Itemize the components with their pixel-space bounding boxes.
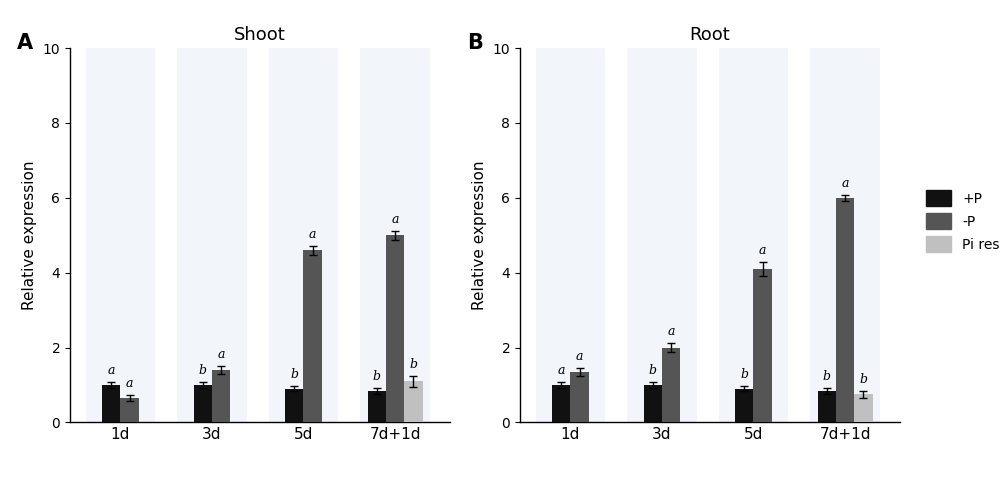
Bar — [662, 348, 680, 422]
Bar — [212, 370, 230, 422]
Text: A: A — [17, 33, 33, 53]
Text: b: b — [859, 372, 867, 386]
Bar — [86, 48, 155, 422]
Bar — [753, 269, 772, 422]
Bar — [177, 48, 247, 422]
Bar — [386, 235, 404, 422]
Text: a: a — [759, 244, 766, 257]
Bar — [404, 381, 423, 422]
Text: b: b — [373, 370, 381, 383]
Bar — [269, 48, 338, 422]
Bar — [627, 48, 697, 422]
Bar — [570, 372, 589, 422]
Bar — [303, 250, 322, 422]
Text: a: a — [841, 177, 849, 190]
Bar — [368, 391, 386, 422]
Text: a: a — [557, 364, 565, 377]
Text: a: a — [309, 228, 316, 241]
Text: b: b — [649, 364, 657, 377]
Bar — [285, 389, 303, 422]
Text: a: a — [107, 364, 115, 377]
Bar — [102, 385, 120, 422]
Bar — [536, 48, 605, 422]
Text: b: b — [290, 368, 298, 381]
Bar — [735, 389, 753, 422]
Bar — [854, 395, 873, 422]
Text: a: a — [391, 213, 399, 226]
Text: B: B — [467, 33, 483, 53]
Bar — [644, 385, 662, 422]
Bar — [836, 198, 854, 422]
Y-axis label: Relative expression: Relative expression — [22, 160, 37, 310]
Legend: +P, -P, Pi resupply: +P, -P, Pi resupply — [922, 186, 1000, 256]
Text: b: b — [740, 368, 748, 381]
Y-axis label: Relative expression: Relative expression — [472, 160, 487, 310]
Bar — [719, 48, 788, 422]
Text: b: b — [409, 358, 417, 371]
Bar — [194, 385, 212, 422]
Bar — [818, 391, 836, 422]
Title: Shoot: Shoot — [234, 25, 286, 44]
Text: a: a — [217, 348, 225, 361]
Text: a: a — [667, 325, 675, 338]
Bar — [810, 48, 880, 422]
Bar — [552, 385, 570, 422]
Text: b: b — [199, 364, 207, 377]
Bar — [120, 398, 139, 422]
Text: a: a — [126, 377, 133, 390]
Text: b: b — [823, 370, 831, 383]
Title: Root: Root — [690, 25, 730, 44]
Bar — [360, 48, 430, 422]
Text: a: a — [576, 350, 583, 363]
